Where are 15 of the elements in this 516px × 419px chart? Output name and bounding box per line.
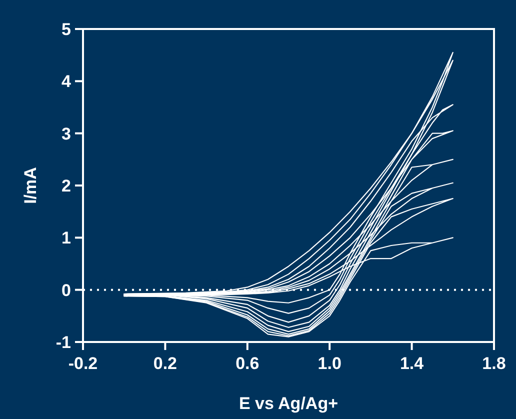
- y-tick-label: -1: [56, 332, 71, 352]
- y-tick-label: 1: [62, 228, 71, 248]
- x-tick-label: -0.2: [68, 354, 98, 373]
- x-tick-label: 1.4: [400, 354, 424, 373]
- x-tick-label: 0.2: [153, 354, 178, 373]
- y-tick-label: 3: [62, 124, 71, 144]
- x-tick-label: 1.0: [318, 354, 342, 373]
- y-tick-label: 0: [62, 280, 71, 300]
- y-tick-label: 2: [62, 176, 71, 196]
- x-axis-title: E vs Ag/Ag+: [238, 394, 338, 413]
- x-tick-label: 0.6: [236, 354, 260, 373]
- y-tick-label: 5: [62, 20, 71, 39]
- y-tick-label: 4: [62, 72, 72, 92]
- y-axis-title: I/mA: [21, 167, 40, 204]
- x-tick-label: 1.8: [482, 354, 506, 373]
